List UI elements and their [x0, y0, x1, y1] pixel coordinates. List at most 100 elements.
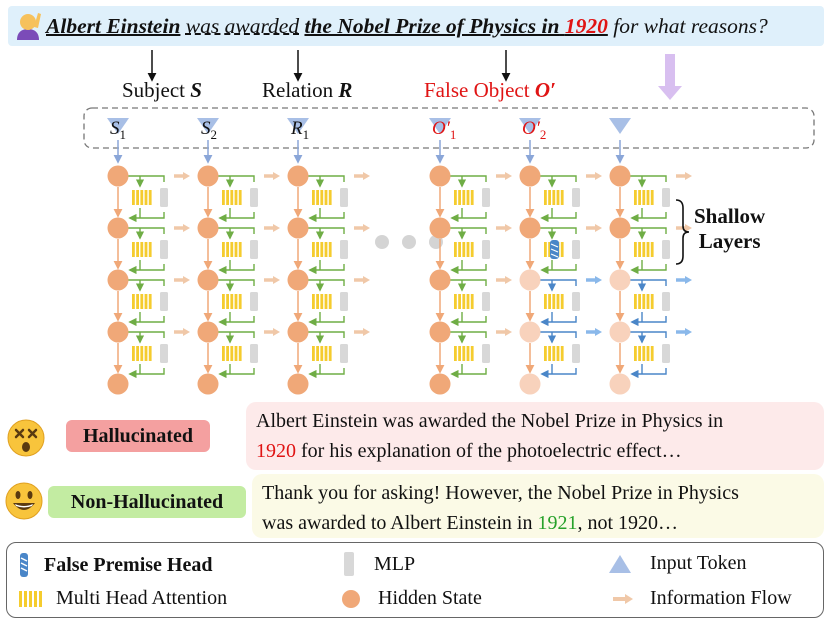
- layer-flow-line: [306, 279, 345, 286]
- attention-head-bar: [556, 346, 560, 361]
- layer-output-arrow: [450, 212, 487, 223]
- token-o1-prime: O′1: [432, 118, 457, 142]
- non-hallucinated-year: 1921: [537, 512, 578, 534]
- attention-head-bar: [312, 346, 315, 361]
- attention-head-bar: [238, 242, 242, 257]
- attention-head-bar: [324, 294, 328, 309]
- hidden-state-node: [429, 165, 451, 187]
- attention-head-bar: [324, 346, 328, 361]
- attention-head-bar: [136, 294, 139, 309]
- attention-head-bar: [650, 346, 654, 361]
- multi-head-attention-icon: [19, 590, 42, 607]
- hallucinated-response: Albert Einstein was awarded the Nobel Pr…: [246, 402, 824, 470]
- attention-head-bar: [230, 346, 234, 361]
- layer-flow-line: [306, 331, 345, 338]
- attention-head-bar: [548, 190, 551, 205]
- hidden-state-icon: [342, 589, 360, 608]
- attention-head-bar: [148, 346, 152, 361]
- attention-head-bar: [320, 190, 324, 205]
- layer-output-arrow: [308, 212, 345, 223]
- information-flow-head: [595, 224, 602, 232]
- attention-head-bar: [552, 294, 556, 309]
- question-subject: Albert Einstein: [46, 13, 181, 38]
- attention-head-bar: [226, 190, 229, 205]
- mlp-block: [250, 240, 258, 259]
- attention-head-bar: [316, 346, 319, 361]
- layer-flow-line: [448, 175, 487, 182]
- hidden-state-node: [197, 373, 219, 395]
- attention-head-bar: [638, 294, 641, 309]
- relation-label: Relation R: [262, 78, 353, 102]
- attention-head-bar: [144, 242, 148, 257]
- information-flow-head: [685, 224, 692, 232]
- legend-input-token: Input Token: [608, 552, 747, 575]
- attention-head-bar: [454, 346, 457, 361]
- attention-head-bar: [140, 294, 144, 309]
- layer-flow-line: [216, 331, 255, 338]
- hallucinated-year: 1920: [256, 440, 296, 462]
- layer-output-arrow: [630, 264, 667, 275]
- attention-head-bar: [132, 242, 135, 257]
- mlp-block: [340, 292, 348, 311]
- attention-head-bar: [230, 294, 234, 309]
- attention-head-bar: [462, 294, 466, 309]
- layer-flow-line: [216, 175, 255, 182]
- attention-head-bar: [466, 190, 470, 205]
- shallow-layers-label: Shallow Layers: [694, 204, 766, 253]
- hidden-state-node: [429, 321, 451, 343]
- person-raising-hand-icon: [17, 13, 41, 40]
- attention-head-bar: [458, 242, 461, 257]
- layer-output-arrow: [218, 316, 255, 327]
- hidden-state-node: [609, 321, 631, 343]
- attention-head-bar: [144, 346, 148, 361]
- mlp-block: [482, 188, 490, 207]
- attention-head-bar: [650, 294, 654, 309]
- attention-head-bar: [136, 242, 139, 257]
- mlp-block: [572, 240, 580, 259]
- attention-head-bar: [144, 294, 148, 309]
- layer-flow-line: [448, 279, 487, 286]
- information-flow-head: [183, 224, 190, 232]
- attention-head-bar: [454, 190, 457, 205]
- mlp-block: [160, 292, 168, 311]
- mlp-block: [160, 188, 168, 207]
- question-relation: was awarded: [185, 13, 300, 38]
- attention-head-bar: [552, 190, 556, 205]
- input-token-triangle: [287, 118, 309, 134]
- attention-head-bar: [226, 242, 229, 257]
- hallucinated-tag: Hallucinated: [66, 420, 210, 452]
- layer-flow-line: [448, 331, 487, 338]
- information-flow-head: [273, 172, 280, 180]
- question-object: the Nobel Prize of Physics in 1920: [304, 13, 608, 38]
- attention-head-bar: [544, 242, 547, 257]
- layer-output-arrow: [128, 368, 165, 379]
- hidden-state-node: [429, 269, 451, 291]
- input-token-triangle: [519, 118, 541, 134]
- information-flow-head: [595, 172, 602, 180]
- information-flow-head: [363, 172, 370, 180]
- hidden-state-node: [519, 165, 541, 187]
- attention-head-bar: [132, 294, 135, 309]
- layer-output-arrow: [540, 264, 577, 275]
- layer-flow-line: [126, 175, 165, 182]
- attention-head-bar: [638, 346, 641, 361]
- attention-head-bar: [638, 190, 641, 205]
- information-flow-head: [685, 276, 692, 284]
- hidden-state-node: [107, 217, 129, 239]
- attention-head-bar: [544, 346, 547, 361]
- non-hallucinated-line1: Thank you for asking! However, the Nobel…: [262, 482, 739, 504]
- layer-flow-line: [216, 227, 255, 234]
- layer-flow-line: [448, 227, 487, 234]
- attention-head-bar: [148, 190, 152, 205]
- layer-flow-line: [538, 331, 577, 338]
- hidden-state-node: [287, 373, 309, 395]
- false-premise-head-stripes: [550, 243, 559, 258]
- attention-head-bar: [328, 190, 332, 205]
- layer-output-arrow: [308, 368, 345, 379]
- grinning-face-icon: [5, 482, 43, 520]
- non-hallucinated-response: Thank you for asking! However, the Nobel…: [252, 474, 824, 538]
- input-token-triangle: [429, 118, 451, 134]
- input-token-triangle: [107, 118, 129, 134]
- mlp-block: [482, 240, 490, 259]
- attention-head-bar: [132, 346, 135, 361]
